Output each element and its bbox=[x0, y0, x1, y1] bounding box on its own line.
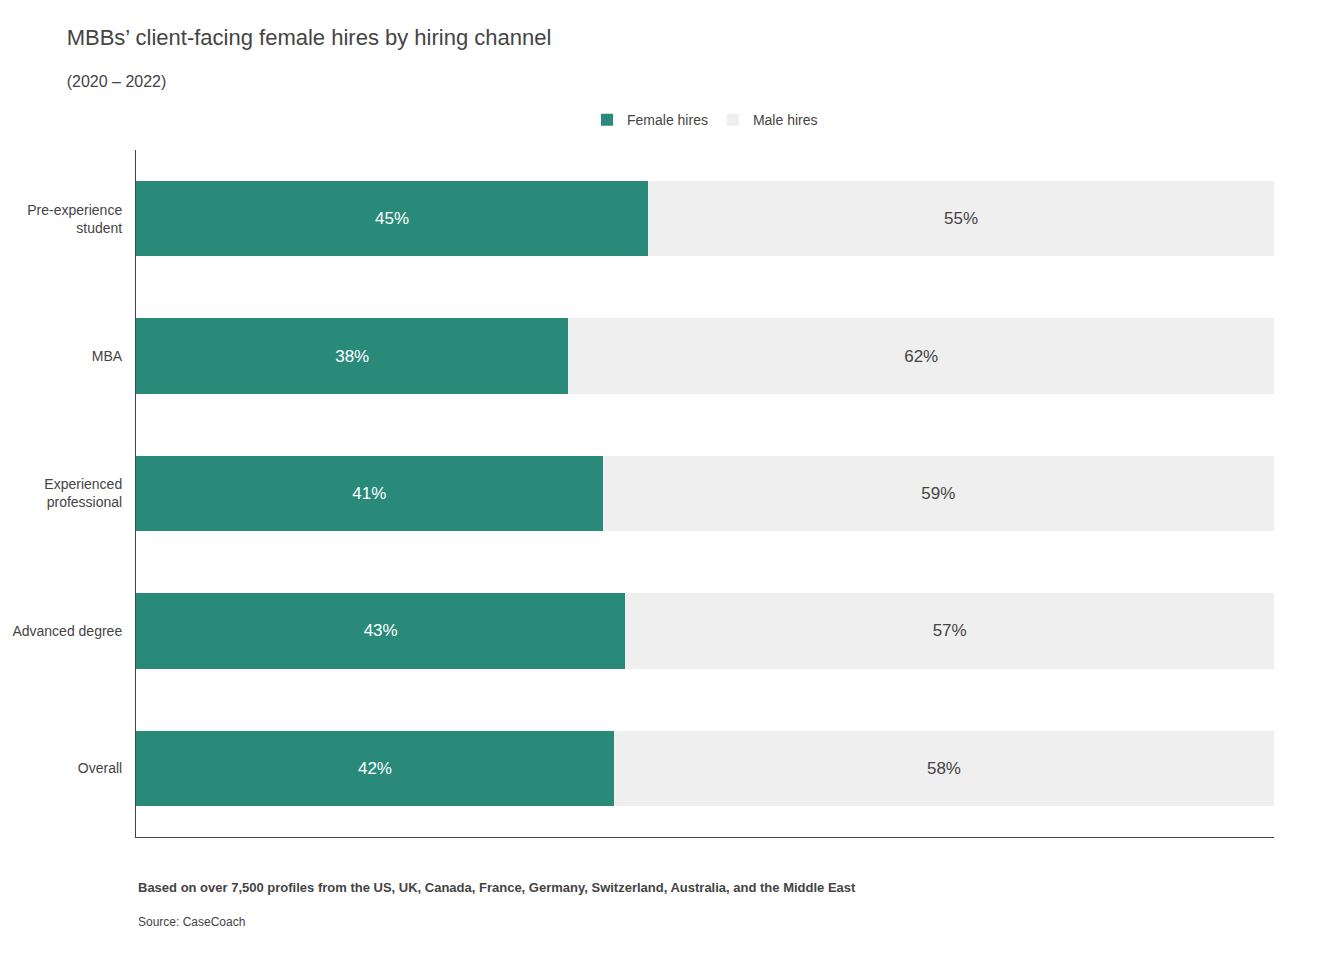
svg-text:Pre-experiencestudent: Pre-experiencestudent bbox=[27, 201, 122, 235]
svg-text:58%: 58% bbox=[927, 759, 961, 778]
svg-text:43%: 43% bbox=[364, 621, 398, 640]
svg-text:55%: 55% bbox=[944, 209, 978, 228]
svg-text:Female hires: Female hires bbox=[627, 112, 708, 128]
svg-text:(2020 – 2022): (2020 – 2022) bbox=[67, 73, 167, 90]
svg-text:41%: 41% bbox=[352, 484, 386, 503]
svg-text:38%: 38% bbox=[335, 347, 369, 366]
svg-text:59%: 59% bbox=[921, 484, 955, 503]
svg-text:Advanced degree: Advanced degree bbox=[12, 623, 122, 639]
svg-text:Source: CaseCoach: Source: CaseCoach bbox=[138, 915, 245, 929]
svg-text:MBBs’ client-facing female hir: MBBs’ client-facing female hires by hiri… bbox=[67, 25, 552, 50]
svg-text:45%: 45% bbox=[375, 209, 409, 228]
svg-text:Male hires: Male hires bbox=[753, 112, 818, 128]
svg-text:Based on over 7,500 profiles f: Based on over 7,500 profiles from the US… bbox=[138, 880, 856, 895]
svg-text:62%: 62% bbox=[904, 347, 938, 366]
svg-text:42%: 42% bbox=[358, 759, 392, 778]
svg-text:Overall: Overall bbox=[78, 760, 122, 776]
svg-text:57%: 57% bbox=[933, 621, 967, 640]
svg-text:Experiencedprofessional: Experiencedprofessional bbox=[44, 476, 122, 510]
svg-text:MBA: MBA bbox=[92, 348, 123, 364]
